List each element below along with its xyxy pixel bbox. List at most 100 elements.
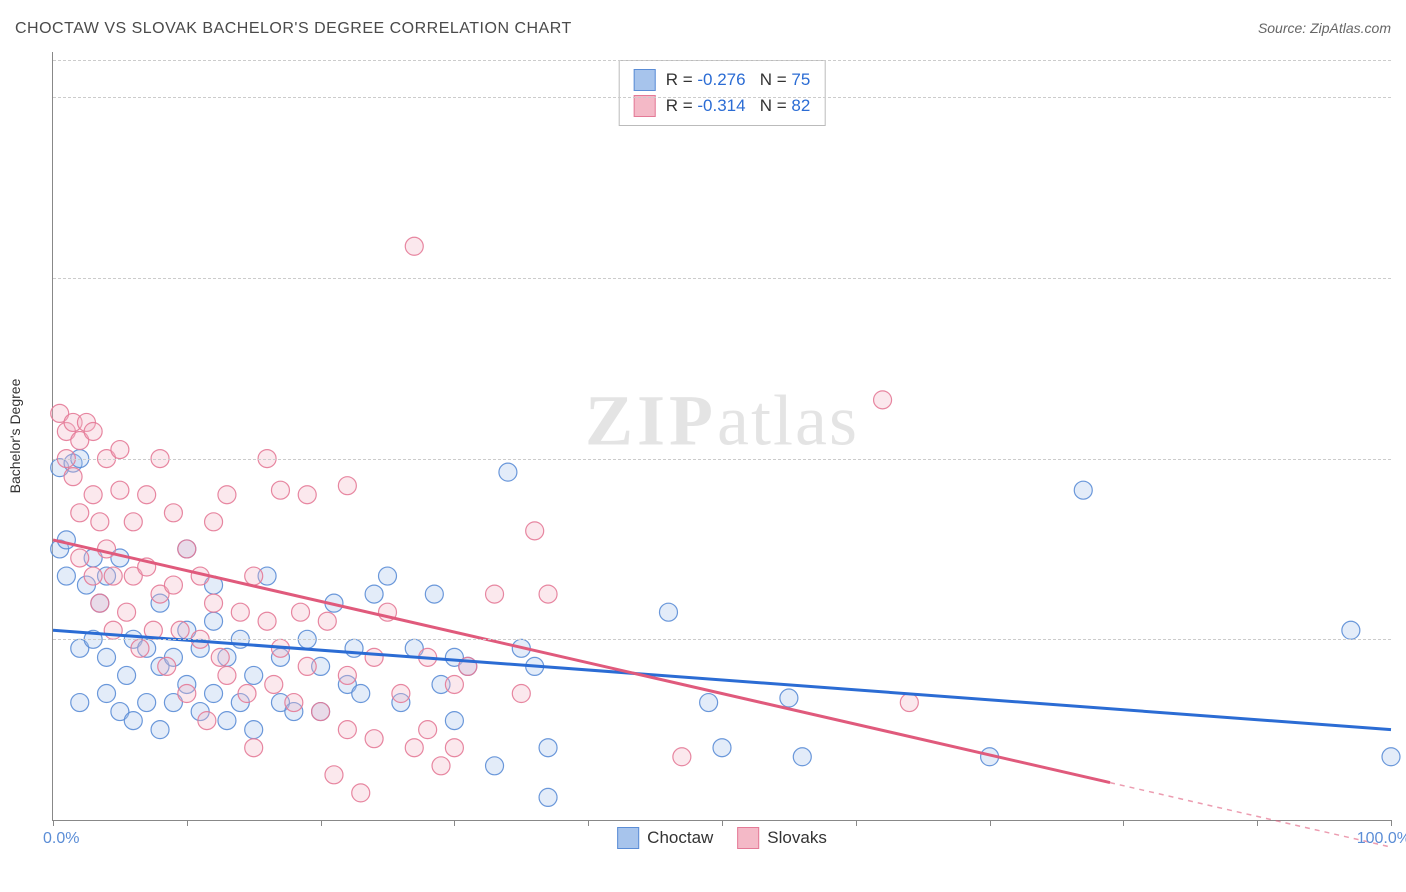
correlation-legend: R = -0.276 N = 75 R = -0.314 N = 82 xyxy=(619,60,826,126)
data-point xyxy=(178,540,196,558)
data-point xyxy=(365,730,383,748)
data-point xyxy=(98,540,116,558)
data-point xyxy=(445,739,463,757)
data-point xyxy=(292,603,310,621)
data-point xyxy=(205,513,223,531)
data-point xyxy=(131,639,149,657)
x-tick xyxy=(1123,820,1124,826)
data-point xyxy=(84,567,102,585)
data-point xyxy=(231,603,249,621)
data-point xyxy=(673,748,691,766)
y-tick-label: 80.0% xyxy=(1401,88,1406,106)
data-point xyxy=(111,441,129,459)
y-tick-label: 20.0% xyxy=(1401,630,1406,648)
data-point xyxy=(211,648,229,666)
data-point xyxy=(352,784,370,802)
y-axis-title: Bachelor's Degree xyxy=(7,379,23,494)
chart-header: CHOCTAW VS SLOVAK BACHELOR'S DEGREE CORR… xyxy=(15,20,1391,44)
data-point xyxy=(659,603,677,621)
legend-item: Slovaks xyxy=(737,827,827,849)
data-point xyxy=(713,739,731,757)
y-tick-label: 40.0% xyxy=(1401,450,1406,468)
data-point xyxy=(84,486,102,504)
data-point xyxy=(1342,621,1360,639)
data-point xyxy=(486,757,504,775)
data-point xyxy=(205,594,223,612)
data-point xyxy=(245,721,263,739)
data-point xyxy=(118,666,136,684)
gridline xyxy=(53,97,1391,98)
data-point xyxy=(285,694,303,712)
data-point xyxy=(539,585,557,603)
legend-stats: R = -0.314 N = 82 xyxy=(666,96,811,116)
data-point xyxy=(445,675,463,693)
legend-row: R = -0.276 N = 75 xyxy=(634,67,811,93)
data-point xyxy=(218,712,236,730)
data-point xyxy=(205,685,223,703)
data-point xyxy=(392,685,410,703)
data-point xyxy=(312,703,330,721)
x-tick xyxy=(53,820,54,826)
x-tick xyxy=(722,820,723,826)
data-point xyxy=(245,567,263,585)
gridline xyxy=(53,639,1391,640)
data-point xyxy=(118,603,136,621)
data-point xyxy=(780,689,798,707)
x-tick-label: 100.0% xyxy=(1357,830,1406,848)
data-point xyxy=(151,721,169,739)
data-point xyxy=(91,594,109,612)
legend-label: Choctaw xyxy=(647,828,713,848)
data-point xyxy=(71,549,89,567)
data-point xyxy=(138,694,156,712)
data-point xyxy=(64,468,82,486)
data-point xyxy=(405,739,423,757)
data-point xyxy=(338,666,356,684)
data-point xyxy=(338,721,356,739)
data-point xyxy=(178,685,196,703)
data-point xyxy=(539,739,557,757)
data-point xyxy=(218,666,236,684)
legend-swatch xyxy=(617,827,639,849)
x-tick xyxy=(321,820,322,826)
data-point xyxy=(245,666,263,684)
data-point xyxy=(486,585,504,603)
data-point xyxy=(298,486,316,504)
legend-stats: R = -0.276 N = 75 xyxy=(666,70,811,90)
data-point xyxy=(365,648,383,666)
data-point xyxy=(271,481,289,499)
data-point xyxy=(158,657,176,675)
data-point xyxy=(365,585,383,603)
scatter-plot-svg xyxy=(53,52,1391,820)
data-point xyxy=(1382,748,1400,766)
data-point xyxy=(171,621,189,639)
data-point xyxy=(318,612,336,630)
data-point xyxy=(138,486,156,504)
legend-item: Choctaw xyxy=(617,827,713,849)
data-point xyxy=(900,694,918,712)
data-point xyxy=(512,685,530,703)
legend-swatch xyxy=(634,95,656,117)
data-point xyxy=(57,531,75,549)
data-point xyxy=(218,486,236,504)
data-point xyxy=(700,694,718,712)
data-point xyxy=(499,463,517,481)
chart-plot-area: Bachelor's Degree ZIPatlas R = -0.276 N … xyxy=(52,52,1391,821)
data-point xyxy=(124,513,142,531)
gridline xyxy=(53,60,1391,61)
legend-label: Slovaks xyxy=(767,828,827,848)
data-point xyxy=(419,721,437,739)
data-point xyxy=(164,504,182,522)
x-tick xyxy=(454,820,455,826)
legend-swatch xyxy=(737,827,759,849)
y-tick-label: 60.0% xyxy=(1401,269,1406,287)
data-point xyxy=(526,522,544,540)
data-point xyxy=(104,567,122,585)
data-point xyxy=(198,712,216,730)
data-point xyxy=(325,766,343,784)
legend-swatch xyxy=(634,69,656,91)
x-tick xyxy=(1257,820,1258,826)
series-legend: Choctaw Slovaks xyxy=(605,827,839,854)
data-point xyxy=(1074,481,1092,499)
data-point xyxy=(124,712,142,730)
data-point xyxy=(432,757,450,775)
